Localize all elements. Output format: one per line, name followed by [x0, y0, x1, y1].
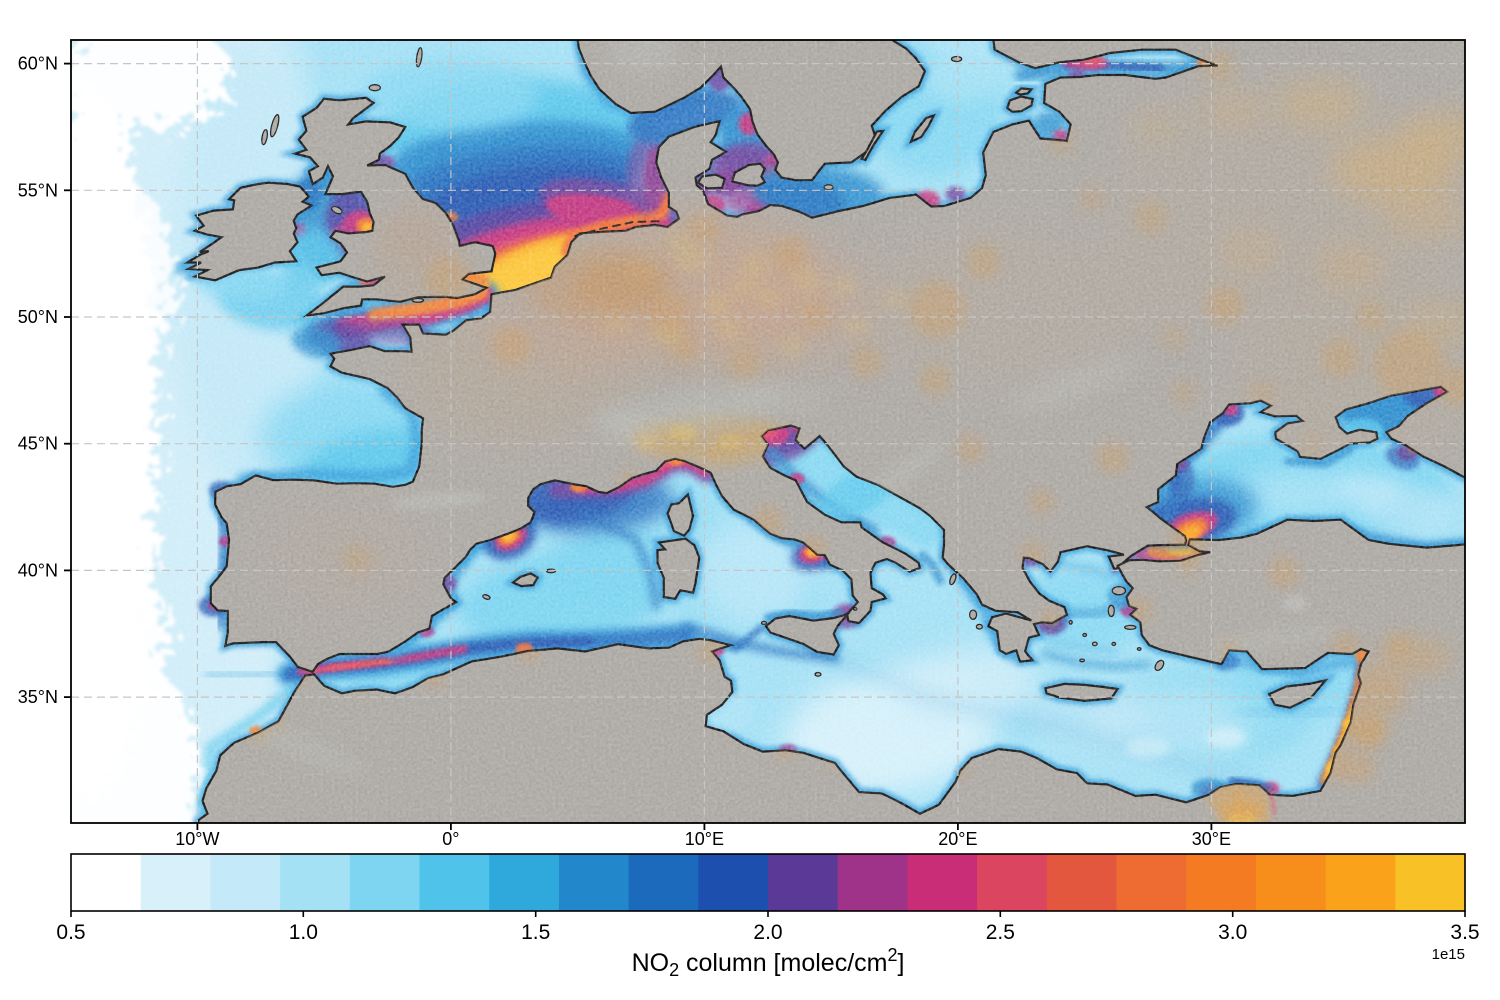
svg-text:1.0: 1.0 [289, 921, 318, 944]
svg-text:3.5: 3.5 [1450, 921, 1479, 944]
svg-text:1e15: 1e15 [1432, 946, 1465, 963]
svg-text:3.0: 3.0 [1218, 921, 1247, 944]
svg-text:0.5: 0.5 [56, 921, 85, 944]
svg-text:2.5: 2.5 [986, 921, 1015, 944]
svg-text:40°N: 40°N [18, 560, 58, 580]
svg-text:45°N: 45°N [18, 434, 58, 454]
svg-text:10°W: 10°W [175, 829, 219, 849]
svg-text:55°N: 55°N [18, 180, 58, 200]
svg-text:30°E: 30°E [1192, 829, 1231, 849]
svg-text:35°N: 35°N [18, 687, 58, 707]
svg-text:50°N: 50°N [18, 307, 58, 327]
svg-text:20°E: 20°E [938, 829, 977, 849]
svg-text:10°E: 10°E [685, 829, 724, 849]
svg-text:2.0: 2.0 [753, 921, 782, 944]
svg-text:60°N: 60°N [18, 54, 58, 74]
svg-text:1.5: 1.5 [521, 921, 550, 944]
svg-text:0°: 0° [442, 829, 459, 849]
